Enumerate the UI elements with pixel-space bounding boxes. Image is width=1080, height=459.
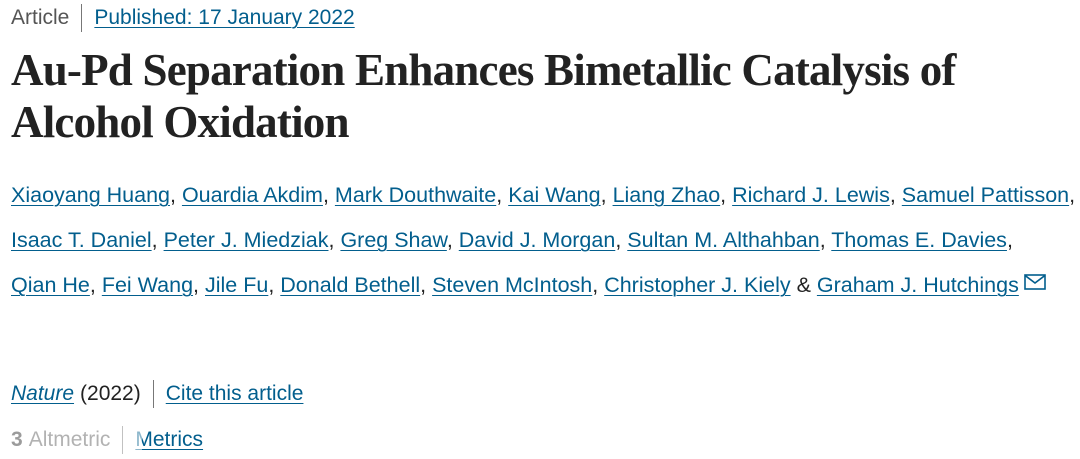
author-separator: , — [1069, 183, 1076, 207]
author-separator: , — [720, 183, 733, 207]
author-separator: , — [420, 273, 433, 297]
author-link[interactable]: Mark Douthwaite — [334, 183, 497, 207]
article-meta: Article Published: 17 January 2022 — [11, 4, 355, 32]
author-link[interactable]: Samuel Pattisson — [901, 183, 1070, 207]
altmetric-label: Altmetric — [28, 428, 111, 451]
author-link[interactable]: Fei Wang — [101, 273, 194, 297]
author-separator: & — [790, 273, 817, 297]
author-link[interactable]: Kai Wang — [508, 183, 601, 207]
author-link[interactable]: Christopher J. Kiely — [604, 273, 791, 297]
author-separator: , — [151, 228, 164, 252]
author-separator: , — [1006, 228, 1013, 252]
author-separator: , — [169, 183, 182, 207]
author-link[interactable]: Jile Fu — [205, 273, 269, 297]
divider — [122, 426, 124, 454]
author-separator: , — [889, 183, 902, 207]
author-link[interactable]: Steven McIntosh — [432, 273, 593, 297]
author-separator: , — [193, 273, 205, 297]
article-title: Au-Pd Separation Enhances Bimetallic Cat… — [11, 45, 956, 147]
article-type: Article — [11, 6, 70, 29]
author-list: Xiaoyang Huang, Ouardia Akdim, Mark Dout… — [11, 173, 1076, 308]
metrics-bar: 3 Altmetric Metrics — [11, 425, 203, 455]
author-link[interactable]: Peter J. Miedziak — [163, 228, 329, 252]
divider — [81, 4, 83, 32]
author-separator: , — [592, 273, 605, 297]
author-separator: , — [496, 183, 509, 207]
divider — [152, 380, 154, 408]
author-link[interactable]: Sultan M. Althahban — [627, 228, 820, 252]
author-link[interactable]: Liang Zhao — [612, 183, 721, 207]
metrics-link[interactable]: Metrics — [135, 428, 204, 451]
author-link[interactable]: Greg Shaw — [340, 228, 447, 252]
author-link[interactable]: Ouardia Akdim — [181, 183, 323, 207]
author-separator: , — [268, 273, 281, 297]
author-separator: , — [615, 228, 628, 252]
author-link[interactable]: Donald Bethell — [280, 273, 421, 297]
journal-info: Nature (2022) Cite this article — [11, 379, 303, 409]
journal-link[interactable]: Nature — [11, 382, 75, 405]
author-separator: , — [600, 183, 613, 207]
altmetric-score: 3 — [11, 428, 23, 451]
author-separator: , — [446, 228, 459, 252]
author-link[interactable]: Richard J. Lewis — [732, 183, 890, 207]
author-separator: , — [328, 228, 341, 252]
published-date-link[interactable]: Published: 17 January 2022 — [94, 6, 355, 29]
author-link[interactable]: Xiaoyang Huang — [11, 183, 170, 207]
author-link[interactable]: Qian He — [11, 273, 90, 297]
author-separator: , — [89, 273, 102, 297]
author-separator: , — [322, 183, 335, 207]
author-link[interactable]: David J. Morgan — [458, 228, 616, 252]
author-separator: , — [819, 228, 832, 252]
author-link[interactable]: Thomas E. Davies — [831, 228, 1007, 252]
publication-year: (2022) — [80, 382, 141, 405]
author-link[interactable]: Graham J. Hutchings — [816, 273, 1019, 297]
author-link[interactable]: Isaac T. Daniel — [11, 228, 152, 252]
cite-article-link[interactable]: Cite this article — [165, 382, 304, 405]
mail-icon[interactable] — [1024, 274, 1046, 290]
